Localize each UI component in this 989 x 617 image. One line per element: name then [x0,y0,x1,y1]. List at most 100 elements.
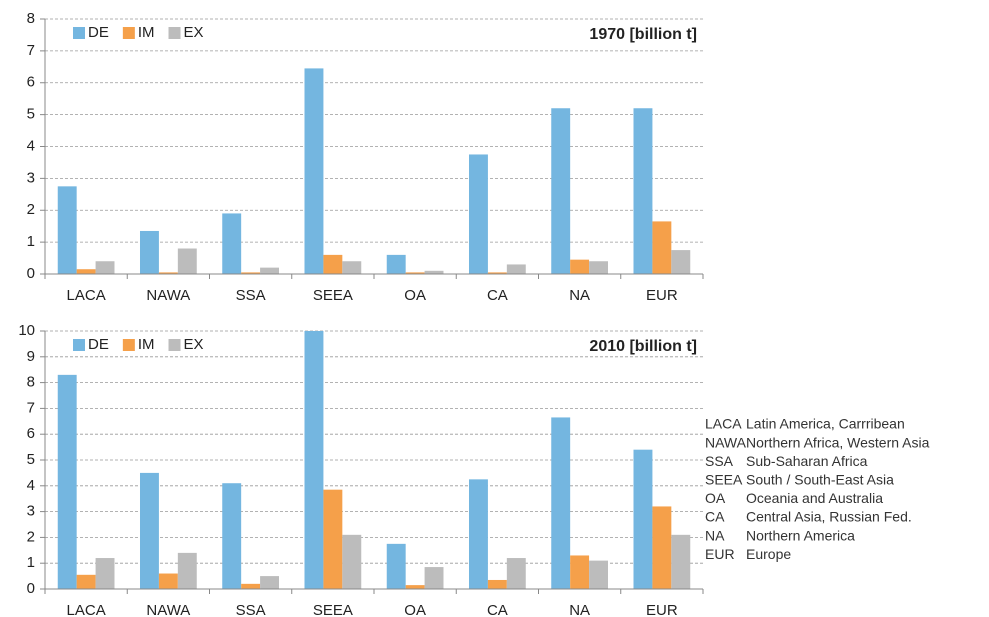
bar [177,248,197,274]
legend-swatch [122,27,135,39]
glossary-name: Northern Africa, Western Asia [746,434,930,450]
bar [304,68,324,274]
legend-label: IM [138,24,155,41]
y-tick-label: 3 [27,503,35,520]
glossary-name: Oceania and Australia [746,490,883,506]
x-tick-label: LACA [67,287,106,304]
bar [241,583,261,589]
legend-swatch [73,339,85,351]
bar [424,567,444,589]
bar [671,534,691,589]
glossary-abbr: SEEA [705,472,743,488]
y-tick-label: 8 [27,374,35,391]
bar [57,374,77,589]
bar [405,585,425,589]
glossary-abbr: LACA [705,416,742,432]
bar [633,108,653,274]
bar [139,472,159,589]
legend-swatch [73,27,85,39]
bar [551,108,571,274]
glossary-name: Sub-Saharan Africa [746,453,868,469]
x-tick-label: SSA [236,602,266,617]
chart-title: 2010 [billion t] [589,338,697,355]
y-tick-label: 10 [18,322,35,339]
bar [342,534,362,589]
bar [260,267,280,274]
bar [652,506,672,589]
bar [139,230,159,274]
x-tick-label: CA [487,602,508,617]
x-tick-label: OA [404,287,426,304]
bar [386,254,406,274]
glossary-name: Latin America, Carrribean [746,416,905,432]
y-tick-label: 4 [27,477,35,494]
bar [342,261,362,274]
bar [506,264,526,274]
bar [671,250,691,274]
y-tick-label: 6 [27,74,35,91]
legend-label: DE [88,24,109,41]
bar [222,483,242,589]
x-tick-label: EUR [646,602,678,617]
x-tick-label: LACA [67,602,106,617]
bar [57,186,77,274]
legend-label: IM [138,336,155,353]
bar [95,558,115,589]
glossary-name: Northern America [746,527,855,543]
legend-swatch [168,27,181,39]
bar [177,552,197,589]
x-tick-label: SSA [236,287,266,304]
y-tick-label: 1 [27,554,35,571]
bar [386,543,406,589]
x-tick-label: OA [404,602,426,617]
y-tick-label: 3 [27,169,35,186]
legend-label: EX [184,24,204,41]
y-tick-label: 6 [27,425,35,442]
bar [260,576,280,589]
x-tick-label: NA [569,287,590,304]
glossary-name: Europe [746,546,791,562]
y-tick-label: 4 [27,137,35,154]
y-tick-label: 7 [27,399,35,416]
bar [304,331,324,589]
bar [551,417,571,589]
y-tick-label: 1 [27,233,35,250]
y-tick-label: 0 [27,580,35,597]
bar [506,558,526,589]
bar [589,261,609,274]
bar [95,261,115,274]
bar [405,272,425,274]
bar [76,269,96,274]
bar [487,579,507,589]
bar [158,272,178,274]
glossary-abbr: EUR [705,546,735,562]
bar [570,555,590,589]
bar [323,254,343,274]
x-tick-label: NA [569,602,590,617]
x-tick-label: SEEA [313,287,353,304]
bar [468,154,488,274]
y-tick-label: 2 [27,201,35,218]
bar [424,270,444,274]
y-tick-label: 8 [27,10,35,27]
glossary-abbr: CA [705,509,725,525]
glossary-abbr: NA [705,527,725,543]
bar [570,259,590,274]
bar [633,449,653,589]
x-tick-label: SEEA [313,602,353,617]
y-tick-label: 5 [27,106,35,123]
x-tick-label: NAWA [146,602,190,617]
x-tick-label: NAWA [146,287,190,304]
x-tick-label: CA [487,287,508,304]
y-tick-label: 0 [27,265,35,282]
bar [487,272,507,274]
bar [158,573,178,589]
x-tick-label: EUR [646,287,678,304]
legend-label: DE [88,336,109,353]
y-tick-label: 9 [27,348,35,365]
legend-swatch [122,339,135,351]
y-tick-label: 2 [27,528,35,545]
bar [241,272,261,274]
glossary-name: South / South-East Asia [746,472,894,488]
